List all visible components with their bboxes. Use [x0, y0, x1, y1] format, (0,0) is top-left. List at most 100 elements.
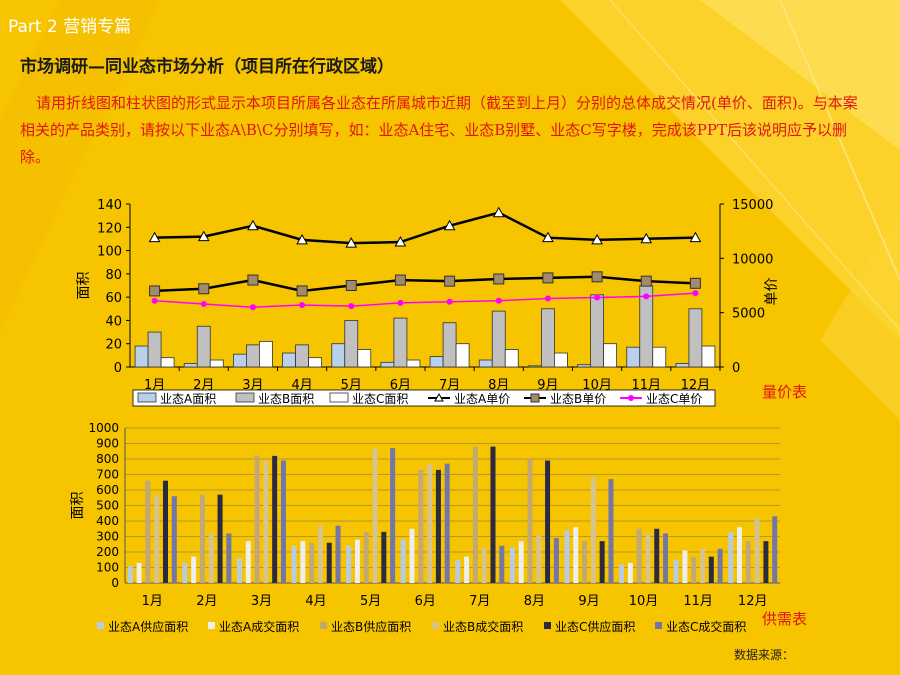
section-header: Part 2 营销专篇 [8, 17, 132, 37]
x-tick-label: 3月 [251, 594, 272, 609]
point-业态B单价 [345, 280, 357, 291]
legend-chart2: 业态A供应面积 业态A成交面积 业态B供应面积 业态B成交面积 业态C供应面积 业态C成交… [97, 619, 746, 634]
legend-label: 业态A面积 [160, 392, 216, 406]
point-业态A单价 [443, 219, 456, 231]
bar-业态B面积 [344, 320, 359, 368]
y-tick-label: 20 [105, 338, 122, 353]
y2-tick-label: 10000 [732, 252, 773, 267]
bar-业态A成交面积 [737, 527, 743, 583]
point-业态A单价 [247, 219, 259, 231]
bar-业态B成交面积 [317, 525, 323, 583]
bar-业态B面积 [688, 308, 703, 368]
y-tick-label: 0 [111, 576, 119, 590]
bar-业态A成交面积 [409, 528, 415, 583]
legend-swatch [97, 622, 104, 629]
bar-业态C成交面积 [663, 533, 669, 583]
legend-swatch [320, 622, 327, 629]
y-tick-label: 500 [96, 499, 119, 513]
bar-业态B供应面积 [527, 459, 533, 583]
point-业态C单价 [200, 300, 207, 307]
line-业态A单价 [154, 211, 696, 245]
point-业态A单价 [394, 236, 407, 247]
bar-业态C成交面积 [444, 463, 450, 583]
legend-chart1: 业态A面积 业态B面积 业态C面积 业态A单价 业态B单价 业态C单价 [132, 389, 716, 407]
bar-业态A成交面积 [354, 539, 360, 583]
point-业态B单价 [394, 274, 406, 286]
point-业态A单价 [640, 232, 653, 244]
x-tick-label: 10月 [629, 594, 659, 609]
bar-业态C供应面积 [326, 542, 332, 583]
bar-业态C成交面积 [226, 533, 232, 583]
point-业态A单价 [492, 206, 505, 218]
legend-label: 业态C供应面积 [555, 619, 635, 634]
bar-业态C供应面积 [162, 480, 168, 583]
bar-业态C供应面积 [763, 541, 769, 583]
bar-业态A成交面积 [573, 527, 579, 583]
x-tick-label: 9月 [578, 594, 599, 609]
bar-业态B成交面积 [427, 463, 433, 583]
bar-业态B供应面积 [418, 469, 424, 583]
legend-label: 业态A成交面积 [219, 619, 299, 634]
bar-业态A成交面积 [300, 541, 306, 583]
bar-业态C成交面积 [280, 460, 286, 583]
legend-swatch [655, 622, 662, 629]
point-业态A单价 [197, 230, 210, 242]
point-业态C单价 [151, 297, 158, 304]
y2-tick-label: 5000 [732, 307, 765, 322]
bar-业态B供应面积 [472, 446, 478, 583]
bar-业态A供应面积 [619, 564, 625, 583]
bar-业态A供应面积 [728, 531, 734, 583]
page-title: 市场调研—同业态市场分析（项目所在行政区域） [20, 57, 394, 77]
legend-swatch [208, 622, 215, 629]
point-业态B单价 [542, 272, 554, 284]
bar-业态B面积 [147, 331, 162, 368]
y-tick-label: 140 [97, 198, 122, 213]
x-tick-label: 2月 [196, 594, 217, 609]
bar-业态B供应面积 [145, 480, 151, 583]
bar-业态C成交面积 [717, 548, 723, 583]
x-tick-label: 3月 [242, 378, 263, 393]
chart2-label: 供需表 [762, 610, 807, 628]
point-业态C单价 [446, 298, 453, 305]
y-tick-label: 700 [96, 468, 119, 482]
legend-marker [530, 393, 540, 403]
x-tick-label: 1月 [142, 594, 163, 609]
y-tick-label: 60 [105, 291, 122, 306]
bar-业态A供应面积 [127, 565, 133, 583]
bar-业态C面积 [259, 340, 273, 368]
bar-业态C成交面积 [390, 448, 396, 583]
x-tick-label: 7月 [469, 594, 490, 609]
point-业态B单价 [247, 274, 259, 286]
bar-业态C面积 [504, 349, 519, 368]
point-业态B单价 [149, 285, 161, 297]
x-tick-label: 9月 [537, 378, 558, 393]
x-tick-label: 8月 [488, 378, 509, 393]
bar-业态C成交面积 [335, 525, 341, 583]
bar-业态C面积 [357, 349, 372, 368]
bar-业态C成交面积 [608, 479, 614, 583]
bar-业态A供应面积 [564, 530, 570, 583]
instruction-text: 请用折线图和柱状图的形式显示本项目所属各业态在所属城市近期（截至到上月）分别的总… [20, 94, 858, 166]
y-tick-label: 1000 [88, 421, 119, 435]
y-tick-label: 0 [114, 361, 122, 376]
legend-label: 业态B单价 [550, 392, 606, 406]
point-业态A单价 [296, 233, 308, 245]
legend-swatch [432, 622, 439, 629]
x-tick-label: 11月 [631, 378, 661, 393]
x-tick-label: 10月 [582, 378, 612, 393]
point-业态C单价 [299, 302, 306, 309]
bar-业态B成交面积 [645, 533, 651, 583]
bar-业态C面积 [652, 346, 667, 368]
bar-业态A成交面积 [627, 562, 633, 583]
point-业态C单价 [397, 299, 404, 306]
y-tick-label: 100 [97, 245, 122, 260]
point-业态C单价 [348, 303, 355, 310]
legend-label: 业态A单价 [454, 392, 510, 406]
legend-label: 业态C单价 [646, 392, 702, 406]
bar-业态B成交面积 [208, 533, 214, 583]
bar-业态C面积 [603, 343, 617, 368]
bar-业态B供应面积 [745, 541, 751, 583]
y-tick-label: 100 [96, 561, 119, 575]
bar-业态C供应面积 [545, 460, 551, 583]
bar-业态C供应面积 [654, 528, 660, 583]
